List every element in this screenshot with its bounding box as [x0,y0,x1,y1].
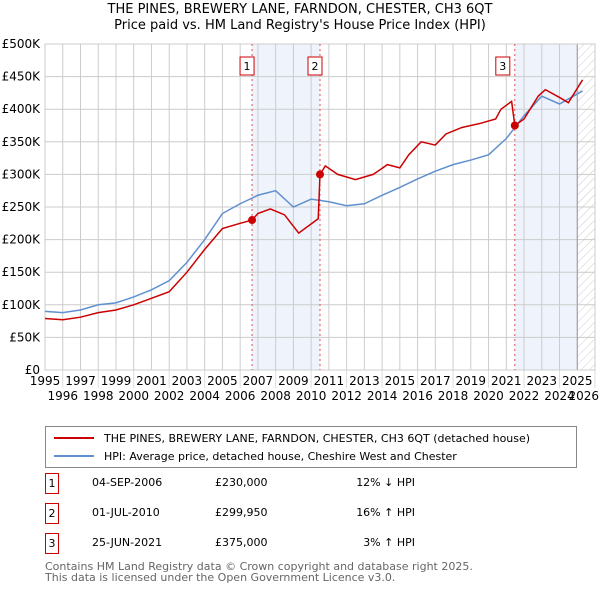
legend-swatch-red [54,437,94,439]
x-tick-label: 2005 [207,374,238,388]
footer-line: This data is licensed under the Open Gov… [45,571,396,584]
sale-price: £375,000 [215,536,268,549]
x-tick-label: 2013 [349,374,380,388]
footer-line: Contains HM Land Registry data © Crown c… [45,560,473,573]
property-price-line [44,79,584,321]
x-tick-label: 2008 [260,389,291,403]
y-tick-label: £0 [25,363,40,377]
x-tick-label: 2003 [172,374,203,388]
x-tick-label: 2018 [438,389,469,403]
sale-marker-box [307,56,323,76]
legend-label: THE PINES, BREWERY LANE, FARNDON, CHESTE… [104,431,531,445]
sale-marker-box [495,56,511,76]
x-tick-label: 2025 [562,374,593,388]
legend-item-hpi: HPI: Average price, detached house, Ches… [54,448,457,464]
x-tick-label: 2014 [367,389,398,403]
x-tick-label: 2004 [189,389,220,403]
sale-marker-box: 2 [45,503,59,524]
x-tick-label: 2021 [491,374,522,388]
sale-point [248,216,257,225]
x-tick-label: 2009 [278,374,309,388]
y-tick-label: £450K [2,70,42,84]
y-tick-label: £100K [2,298,42,312]
sale-marker-box: 1 [45,473,59,494]
sale-marker-box: 3 [45,533,59,554]
x-tick-label: 2006 [225,389,256,403]
legend-swatch-blue [54,455,94,457]
sale-hpi-diff: 3% ↑ HPI [363,536,415,549]
sale-price: £230,000 [215,476,268,489]
x-tick-label: 2026 [568,389,599,403]
sale-date: 25-JUN-2021 [92,536,163,549]
x-tick-label: 2001 [136,374,167,388]
footer: Contains HM Land Registry data © Crown c… [45,561,473,583]
x-tick-label: 2015 [385,374,416,388]
x-tick-label: 2017 [420,374,451,388]
sale-marker-box [239,56,255,76]
sale-row: 3 25-JUN-2021 £375,000 3% ↑ HPI [45,533,545,554]
y-tick-label: £500K [2,37,42,51]
legend-label: HPI: Average price, detached house, Ches… [104,449,457,463]
y-tick-label: £400K [2,102,42,116]
y-tick-label: £150K [2,265,42,279]
x-tick-label: 1995 [30,374,61,388]
x-tick-label: 1998 [83,389,114,403]
sale-date: 01-JUL-2010 [92,506,160,519]
legend: THE PINES, BREWERY LANE, FARNDON, CHESTE… [45,426,577,468]
chart-title: THE PINES, BREWERY LANE, FARNDON, CHESTE… [107,2,493,17]
sale-hpi-diff: 16% ↑ HPI [356,506,415,519]
sale-marker-label: 3 [499,60,506,73]
legend-item-property: THE PINES, BREWERY LANE, FARNDON, CHESTE… [54,430,530,446]
y-tick-label: £200K [2,233,42,247]
price-chart: 1995199619971998199920002001200220032004… [2,37,599,403]
sale-marker-label: 2 [312,60,319,73]
x-tick-label: 2019 [456,374,487,388]
sale-row: 1 04-SEP-2006 £230,000 12% ↓ HPI [45,473,545,494]
x-tick-label: 2022 [509,389,540,403]
x-tick-label: 2023 [527,374,558,388]
sale-price: £299,950 [215,506,268,519]
sale-hpi-diff: 12% ↓ HPI [356,476,415,489]
y-tick-label: £300K [2,167,42,181]
y-tick-label: £50K [9,330,41,344]
sale-marker-label: 1 [244,60,251,73]
x-tick-label: 2024 [544,389,575,403]
x-tick-label: 2011 [314,374,345,388]
hpi-line [44,90,583,314]
x-tick-label: 2016 [402,389,433,403]
x-tick-label: 2012 [331,389,362,403]
y-tick-label: £350K [2,135,42,149]
x-tick-label: 1997 [65,374,96,388]
sale-date: 04-SEP-2006 [92,476,163,489]
chart-subtitle: Price paid vs. HM Land Registry's House … [114,18,486,33]
x-tick-label: 1996 [47,389,78,403]
x-tick-label: 1999 [101,374,132,388]
x-tick-label: 2000 [118,389,149,403]
x-tick-label: 2002 [154,389,185,403]
sale-point [510,121,519,130]
sale-row: 2 01-JUL-2010 £299,950 16% ↑ HPI [45,503,545,524]
x-tick-label: 2007 [243,374,274,388]
y-tick-label: £250K [2,200,42,214]
x-tick-label: 2020 [473,389,504,403]
sale-point [316,170,324,179]
x-tick-label: 2010 [296,389,327,403]
